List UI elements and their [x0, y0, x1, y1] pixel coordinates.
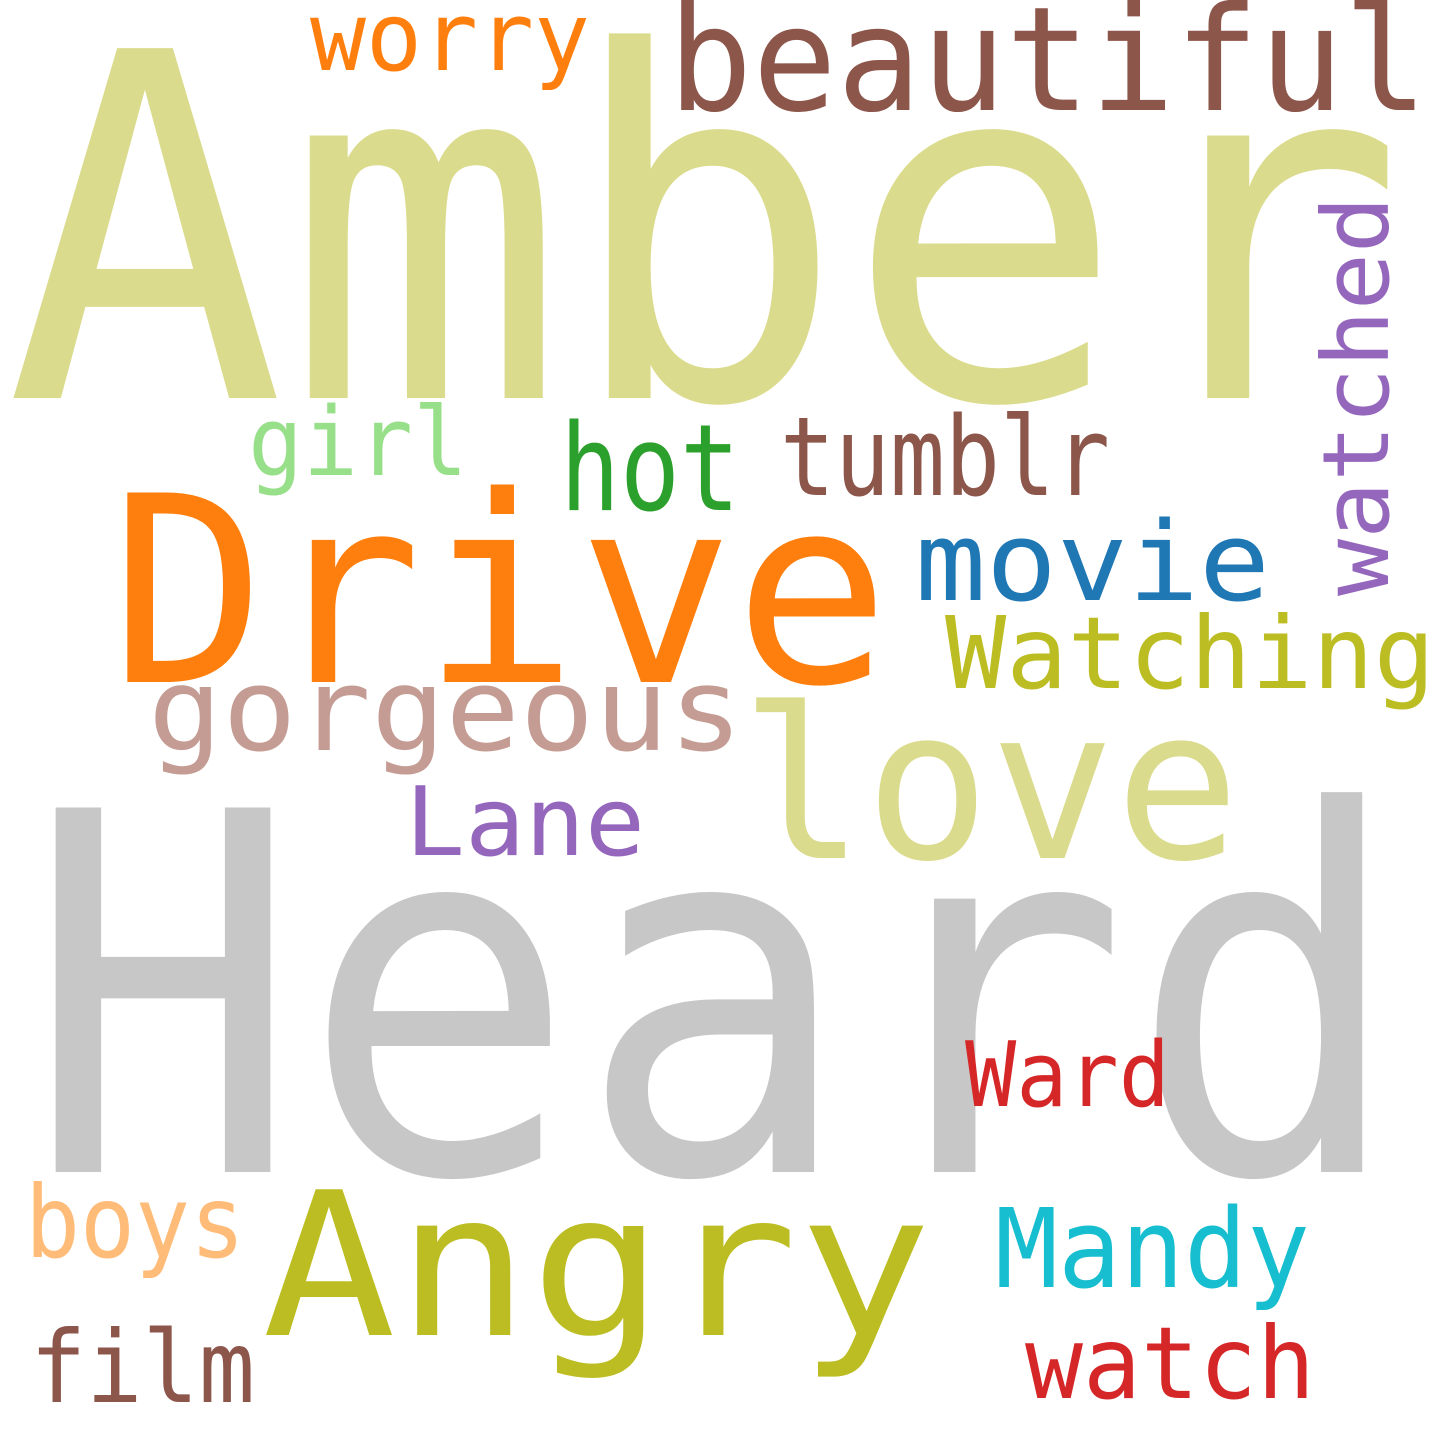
word-mandy: Mandy [995, 1185, 1310, 1313]
word-drive: Drive [110, 442, 890, 744]
word-beautiful: beautiful [668, 0, 1428, 145]
word-love: love [740, 663, 1240, 908]
word-girl: girl [248, 388, 468, 498]
word-watch: watch [1025, 1305, 1315, 1422]
word-worry: worry [310, 0, 590, 93]
word-amber: Amber [5, 0, 1405, 512]
word-tumblr: tumblr [780, 393, 1110, 521]
word-angry: Angry [262, 1150, 932, 1383]
word-gorgeous: gorgeous [148, 644, 743, 778]
word-film: film [30, 1309, 255, 1426]
word-movie: movie [915, 498, 1270, 626]
word-heard: Heard [25, 708, 1405, 1290]
word-watched: watched [1303, 196, 1410, 596]
word-watching: Watching [945, 595, 1435, 712]
word-hot: hot [560, 400, 740, 539]
word-ward: Ward [965, 1023, 1170, 1128]
word-boys: boys [25, 1164, 245, 1281]
word-lane: Lane [405, 768, 645, 878]
